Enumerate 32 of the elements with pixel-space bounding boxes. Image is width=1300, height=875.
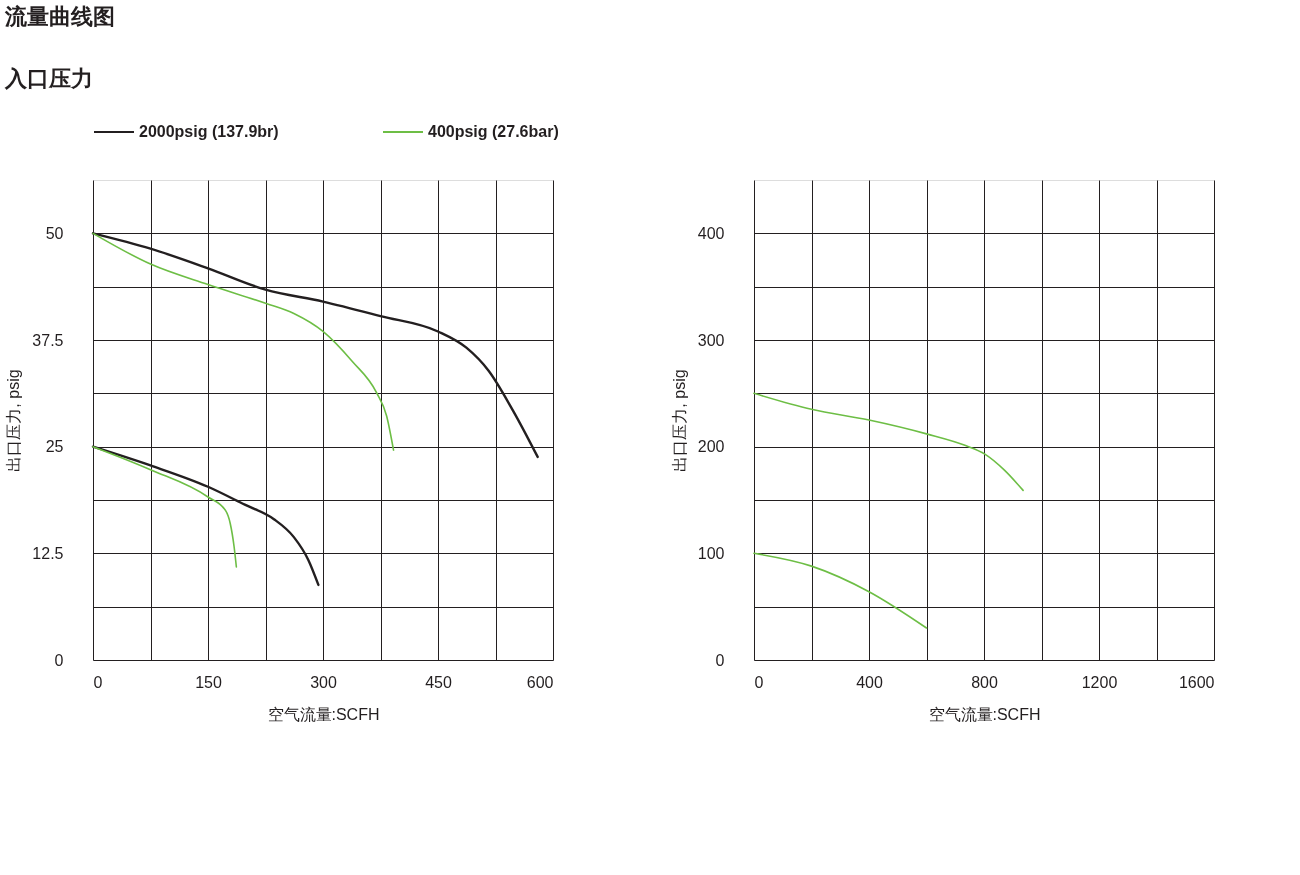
x-axis-title: 空气流量:SCFH bbox=[267, 705, 380, 723]
legend-label: 2000psig (137.9br) bbox=[139, 123, 279, 140]
x-tick-label: 0 bbox=[754, 673, 764, 691]
x-tick-label: 600 bbox=[526, 673, 554, 691]
x-tick-label: 1600 bbox=[1178, 673, 1215, 691]
x-tick-label: 400 bbox=[856, 673, 883, 691]
y-tick-label: 0 bbox=[715, 651, 725, 669]
line-series bbox=[753, 552, 928, 629]
y-axis-title: 出口压力, psig bbox=[670, 369, 688, 472]
y-tick-label: 300 bbox=[697, 331, 725, 349]
line-series bbox=[753, 392, 1024, 492]
y-axis-title: 出口压力, psig bbox=[5, 369, 23, 472]
chart-title: 流量曲线图 bbox=[4, 3, 116, 29]
y-tick-label: 12.5 bbox=[32, 544, 64, 562]
chart-subtitle: 入口压力 bbox=[4, 65, 94, 91]
y-tick-label: 37.5 bbox=[32, 331, 64, 349]
x-tick-label: 300 bbox=[310, 673, 337, 691]
x-tick-label: 800 bbox=[971, 673, 998, 691]
y-tick-label: 0 bbox=[54, 651, 64, 669]
y-tick-label: 100 bbox=[697, 544, 725, 562]
x-tick-label: 150 bbox=[195, 673, 222, 691]
y-tick-label: 200 bbox=[697, 438, 725, 456]
y-tick-label: 25 bbox=[45, 438, 64, 456]
y-tick-label: 50 bbox=[45, 224, 64, 242]
legend-label: 400psig (27.6bar) bbox=[428, 123, 559, 140]
line-series bbox=[92, 445, 238, 568]
x-tick-label: 1200 bbox=[1081, 673, 1118, 691]
line-series bbox=[92, 232, 395, 451]
x-tick-label: 0 bbox=[93, 673, 103, 691]
x-axis-title: 空气流量:SCFH bbox=[928, 705, 1041, 723]
y-tick-label: 400 bbox=[697, 224, 725, 242]
x-tick-label: 450 bbox=[425, 673, 452, 691]
